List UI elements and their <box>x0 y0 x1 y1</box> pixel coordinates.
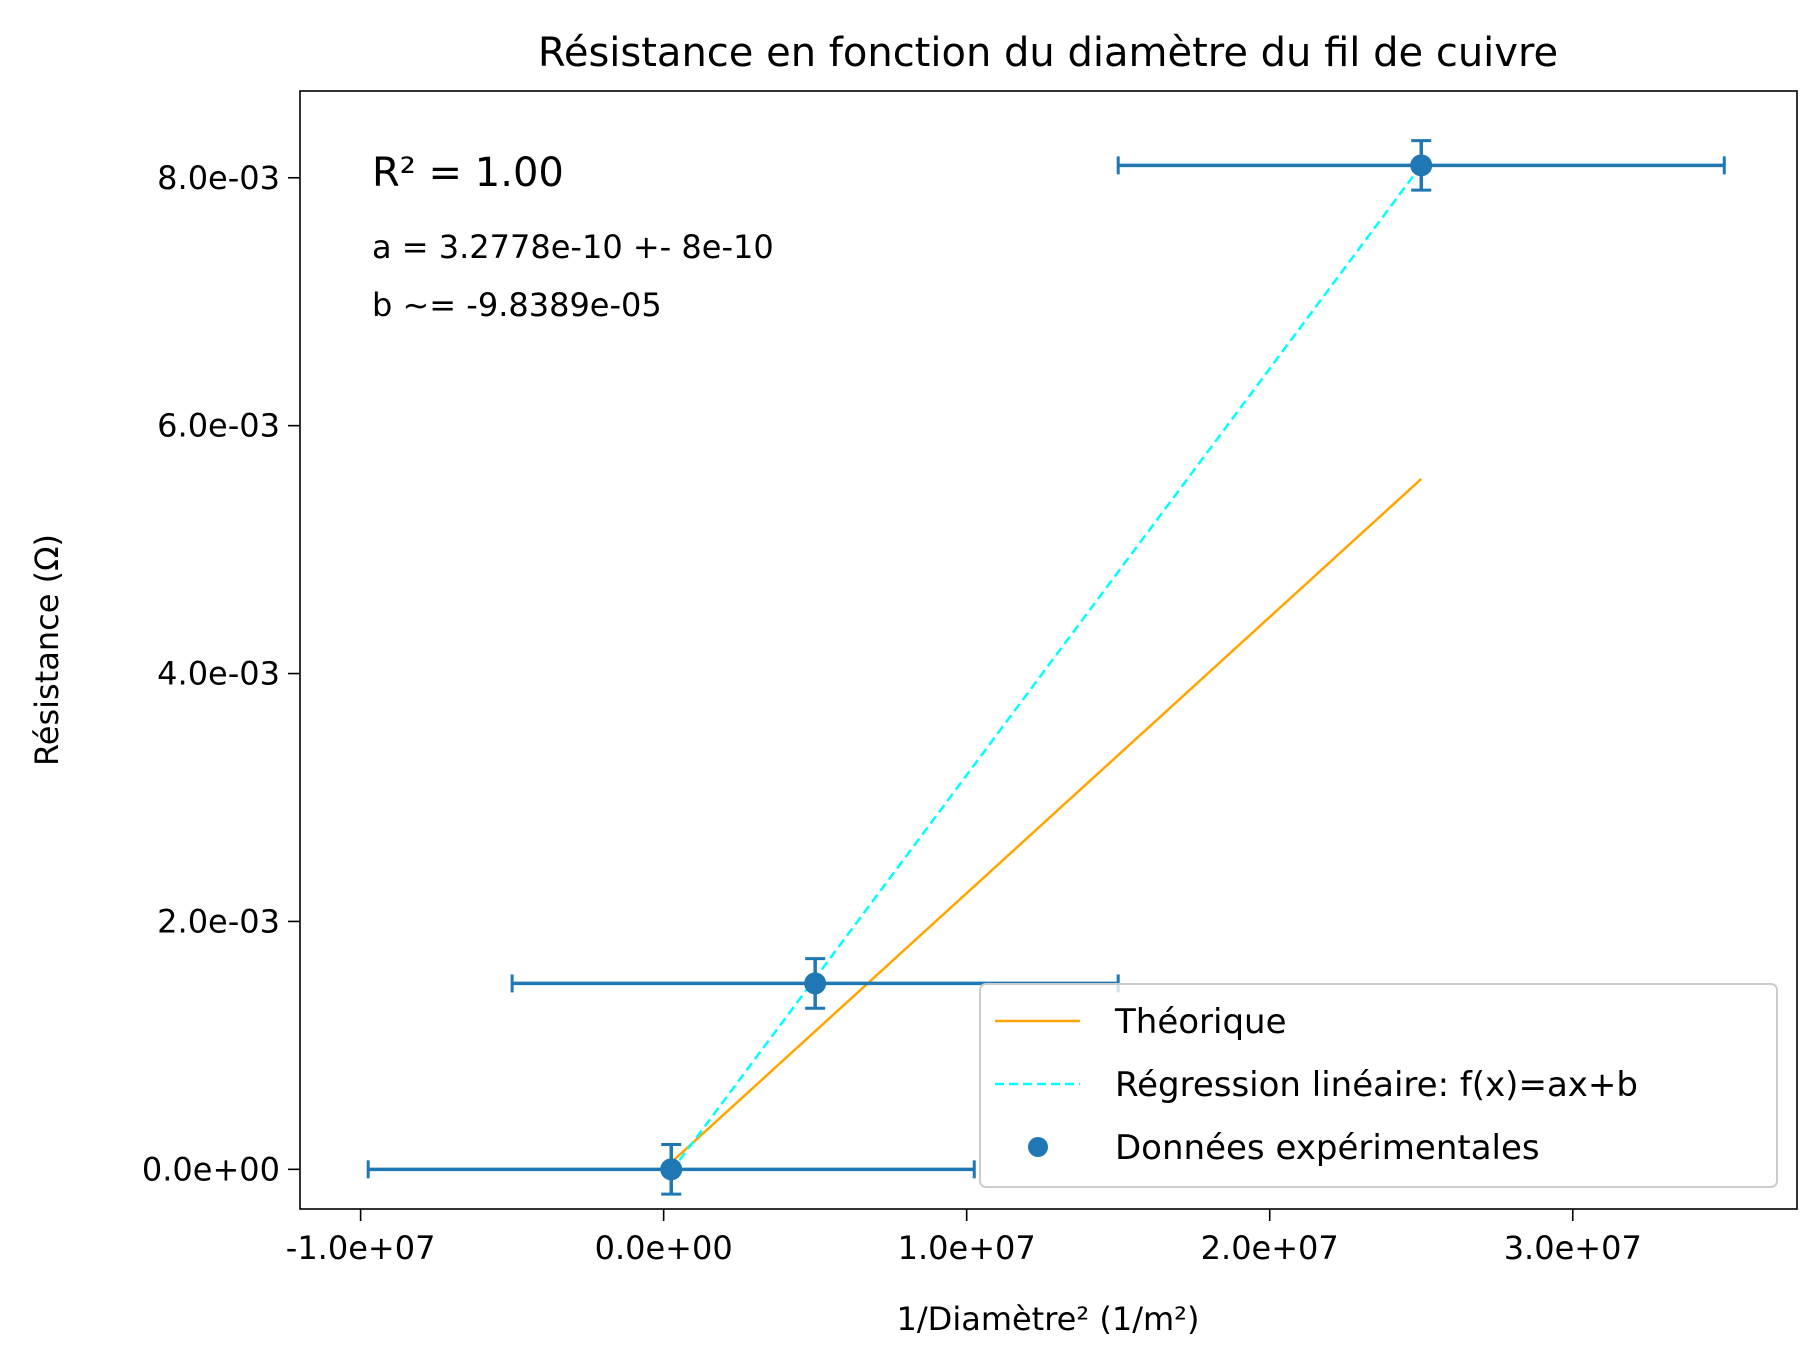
intercept-annotation: b ~= -9.8389e-05 <box>372 286 662 324</box>
y-tick-label: 6.0e-03 <box>157 407 280 445</box>
x-axis-label: 1/Diamètre² (1/m²) <box>897 1300 1200 1338</box>
legend-label-theorique: Théorique <box>1114 1002 1287 1042</box>
data-point <box>660 1158 683 1181</box>
x-tick-label: 0.0e+00 <box>595 1229 733 1267</box>
r-squared-annotation: R² = 1.00 <box>372 150 564 196</box>
data-point <box>804 972 827 995</box>
y-tick-label: 4.0e-03 <box>157 655 280 693</box>
legend: Théorique Régression linéaire: f(x)=ax+b… <box>979 983 1778 1188</box>
legend-box <box>979 983 1778 1188</box>
y-tick-label: 8.0e-03 <box>157 159 280 197</box>
data-point <box>1410 154 1433 177</box>
theoretical-line <box>670 478 1423 1164</box>
y-tick-label: 0.0e+00 <box>142 1150 280 1188</box>
y-tick-label: 2.0e-03 <box>157 902 280 940</box>
legend-label-regression: Régression linéaire: f(x)=ax+b <box>1115 1065 1638 1105</box>
y-axis: 0.0e+00 2.0e-03 4.0e-03 6.0e-03 8.0e-03 <box>142 159 300 1188</box>
slope-annotation: a = 3.2778e-10 +- 8e-10 <box>372 228 774 266</box>
y-axis-label: Résistance (Ω) <box>28 534 66 766</box>
chart-title: Résistance en fonction du diamètre du fi… <box>538 30 1558 76</box>
x-tick-label: 1.0e+07 <box>898 1229 1036 1267</box>
legend-label-donnees: Données expérimentales <box>1115 1128 1540 1168</box>
x-tick-label: -1.0e+07 <box>286 1229 436 1267</box>
x-tick-label: 2.0e+07 <box>1201 1229 1339 1267</box>
x-axis: -1.0e+07 0.0e+00 1.0e+07 2.0e+07 3.0e+07 <box>286 1209 1642 1267</box>
plot-frame <box>299 90 1798 1210</box>
x-tick-label: 3.0e+07 <box>1504 1229 1642 1267</box>
legend-marker-donnees <box>1028 1137 1048 1157</box>
